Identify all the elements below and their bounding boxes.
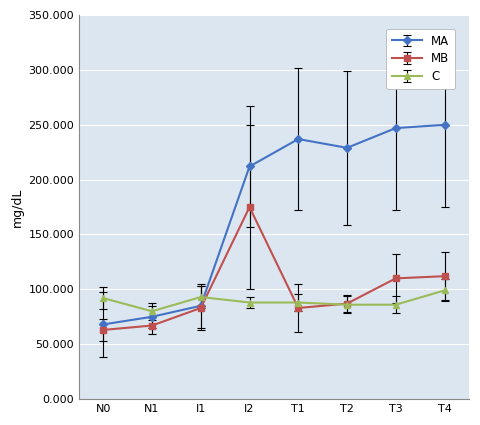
Y-axis label: mg/dL: mg/dL: [11, 187, 24, 227]
Legend: MA, MB, C: MA, MB, C: [386, 29, 455, 89]
